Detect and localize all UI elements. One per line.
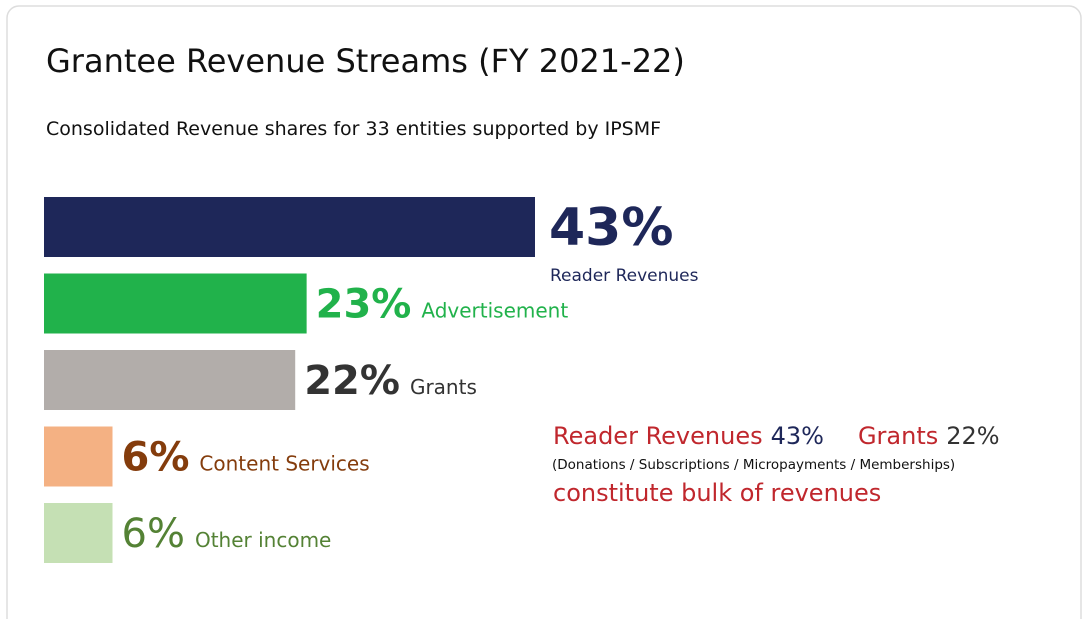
chart-subtitle: Consolidated Revenue shares for 33 entit… <box>46 118 661 140</box>
value-label: 6% <box>122 511 185 557</box>
annotation-part: 43% <box>771 422 824 450</box>
card <box>6 5 1082 619</box>
value-label: 43% <box>549 198 673 258</box>
category-label: Content Services <box>199 452 369 476</box>
bar <box>44 273 307 334</box>
category-label: Advertisement <box>421 299 568 323</box>
bar-label: 23% Advertisement <box>316 282 569 328</box>
bar-label: 22% Grants <box>304 358 477 404</box>
annotation-part: 22% <box>946 422 999 450</box>
category-label: Other income <box>195 528 331 552</box>
bar-label: 6% Other income <box>122 511 332 557</box>
value-label: 6% <box>122 435 190 481</box>
chart-title: Grantee Revenue Streams (FY 2021-22) <box>46 42 685 80</box>
value-label: 23% <box>316 282 412 328</box>
bar <box>44 503 113 563</box>
bar <box>44 197 535 257</box>
annotation-line: Reader Revenues 43% Grants 22% <box>553 422 1000 450</box>
annotation-part: Grants <box>858 422 938 450</box>
bar-label: 6% Content Services <box>122 435 370 481</box>
annotation-conclusion: constitute bulk of revenues <box>553 479 881 507</box>
annotation-part: Reader Revenues <box>553 422 763 450</box>
bar <box>44 350 296 410</box>
value-label: 22% <box>304 358 400 404</box>
category-label: Grants <box>410 375 477 399</box>
bar <box>44 426 113 487</box>
category-label: Reader Revenues <box>550 266 699 286</box>
annotation-note: (Donations / Subscriptions / Micropaymen… <box>552 457 955 473</box>
